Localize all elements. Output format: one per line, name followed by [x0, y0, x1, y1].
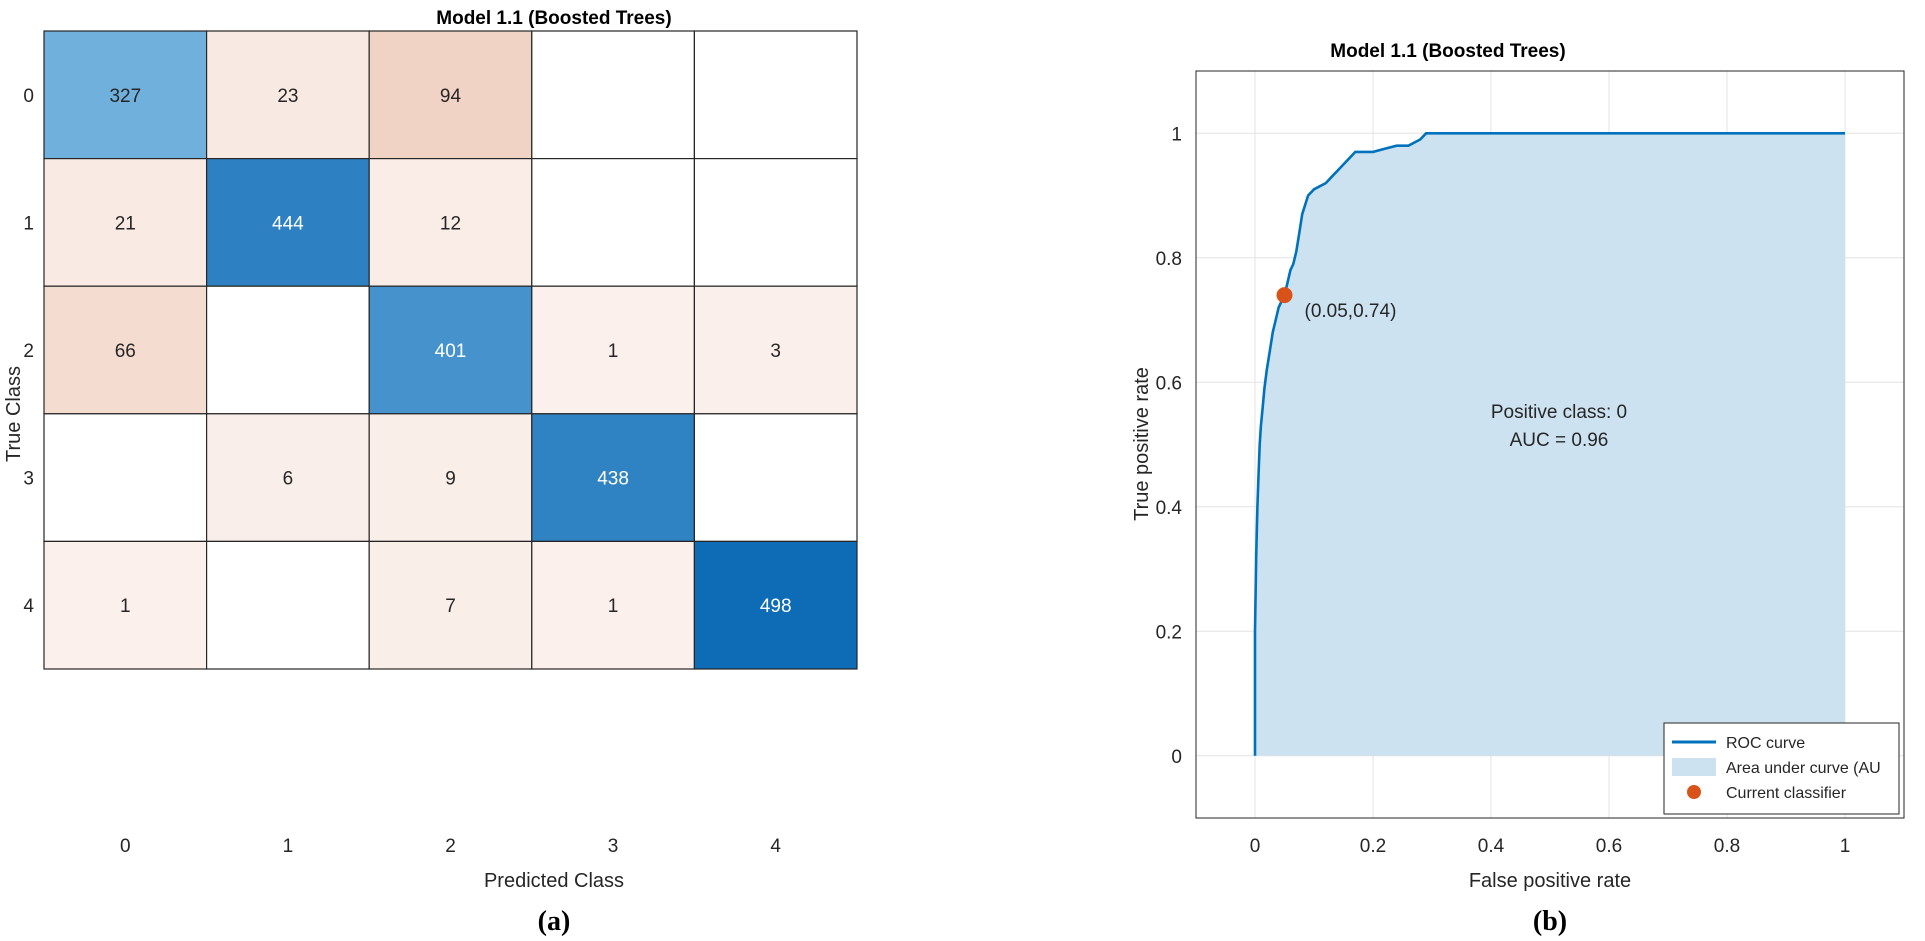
cm-cell-0-4: [693, 30, 858, 160]
cm-cell-4-0: [43, 540, 208, 670]
roc-axes-box: [1195, 70, 1905, 819]
cm-y-tick-labels: 0 1 2 3 4: [23, 86, 34, 617]
roc-x-tick-label: 1: [1840, 836, 1851, 857]
cm-y-tick-label: 2: [23, 341, 34, 362]
cm-cell-value: 21: [115, 213, 136, 234]
roc-y-tick-label: 0.6: [1156, 373, 1182, 394]
cm-cell-4-3: [531, 540, 695, 670]
positive-class-annotation: Positive class: 0: [1491, 402, 1627, 423]
cm-cell-value: 438: [597, 469, 629, 490]
roc-x-tick-label: 0.4: [1478, 836, 1505, 857]
cm-title: Model 1.1 (Boosted Trees): [436, 8, 671, 29]
cm-cell-value: 444: [272, 213, 304, 234]
cm-y-tick-label: 1: [23, 213, 34, 234]
legend-classifier-label: Current classifier: [1726, 785, 1847, 802]
cm-cell-value: 66: [115, 341, 136, 362]
cm-cell-2-1: [206, 285, 370, 415]
cm-x-tick-label: 3: [608, 836, 619, 857]
cm-x-tick-labels: 0 1 2 3 4: [120, 836, 781, 857]
roc-x-tick-label: 0.2: [1360, 836, 1386, 857]
cm-cell-4-2: [368, 540, 533, 670]
cm-cell-value: 401: [435, 341, 467, 362]
cm-cell-value: 1: [608, 596, 619, 617]
cm-y-tick-label: 4: [23, 596, 34, 617]
roc-y-tick-label: 0.4: [1156, 498, 1183, 519]
roc-legend: ROC curve Area under curve (AU Current c…: [1663, 722, 1900, 815]
roc-x-tick-label: 0.8: [1714, 836, 1740, 857]
cm-cell-4-1: [206, 540, 370, 670]
legend-classifier-swatch: [1687, 785, 1701, 799]
cm-cell-value: 94: [440, 86, 462, 107]
cm-x-tick-label: 2: [445, 836, 456, 857]
cm-cell-value: 3: [770, 341, 781, 362]
current-classifier-point: [1276, 287, 1293, 304]
cm-cell-3-3: [531, 413, 695, 542]
cm-cell-0-1: [206, 30, 370, 160]
cm-cells: 327 23 94 21 444 12 66 401 1 3 6 9 438 1 7 1 498: [43, 30, 858, 670]
cm-cell-2-4: [693, 285, 858, 415]
cm-cell-value: 7: [445, 596, 456, 617]
cm-cell-3-0: [43, 413, 208, 542]
cm-cell-0-2: [368, 30, 533, 160]
legend-area-label: Area under curve (AU: [1726, 760, 1881, 777]
cm-cell-value: 23: [277, 86, 298, 107]
cm-x-axis-label: Predicted Class: [484, 870, 624, 892]
cm-cell-4-4: [693, 540, 858, 670]
cm-cell-1-2: [368, 158, 533, 287]
cm-cell-3-4: [693, 413, 858, 542]
cm-cell-1-4: [693, 158, 858, 287]
roc-y-tick-label: 0: [1171, 747, 1182, 768]
panel-label-a: (a): [538, 906, 571, 937]
legend-roc-label: ROC curve: [1726, 735, 1805, 752]
cm-y-tick-label: 0: [23, 86, 34, 107]
cm-cell-0-0: [43, 30, 208, 160]
legend-area-swatch: [1672, 758, 1716, 776]
roc-y-tick-label: 0.2: [1156, 622, 1182, 643]
cm-cell-value: 1: [120, 596, 131, 617]
roc-x-tick-label: 0.6: [1596, 836, 1622, 857]
cm-cell-value: 9: [445, 469, 456, 490]
roc-title: Model 1.1 (Boosted Trees): [1330, 41, 1565, 62]
cm-cell-1-3: [531, 158, 695, 287]
roc-x-axis-label: False positive rate: [1469, 870, 1631, 892]
cm-y-axis-label: True Class: [3, 366, 25, 462]
roc-y-tick-labels: 0 0.2 0.4 0.6 0.8 1: [1156, 124, 1183, 768]
auc-annotation: AUC = 0.96: [1510, 430, 1609, 451]
roc-x-tick-label: 0: [1250, 836, 1261, 857]
cm-cell-3-2: [368, 413, 533, 542]
cm-cell-1-0: [43, 158, 208, 287]
roc-y-tick-label: 1: [1171, 124, 1182, 145]
current-classifier-label: (0.05,0.74): [1305, 301, 1397, 322]
roc-y-axis-label: True positive rate: [1131, 367, 1153, 521]
cm-x-tick-label: 0: [120, 836, 131, 857]
cm-cell-1-1: [206, 158, 370, 287]
cm-cell-value: 498: [760, 596, 792, 617]
cm-x-tick-label: 4: [770, 836, 781, 857]
cm-cell-value: 12: [440, 213, 461, 234]
roc-area-under-curve: [1255, 133, 1845, 756]
roc-y-tick-label: 0.8: [1156, 249, 1182, 270]
cm-x-tick-label: 1: [283, 836, 294, 857]
cm-cell-2-2: [368, 285, 533, 415]
roc-chart: Model 1.1 (Boosted Trees) (0.05,0.74) Po…: [1131, 41, 1905, 937]
cm-cell-value: 1: [608, 341, 619, 362]
roc-x-tick-labels: 0 0.2 0.4 0.6 0.8 1: [1250, 836, 1851, 857]
cm-y-tick-label: 3: [23, 469, 34, 490]
cm-cell-0-3: [531, 30, 695, 160]
cm-cell-value: 327: [109, 86, 141, 107]
roc-curve-line: [1253, 132, 1845, 756]
panel-label-b: (b): [1533, 906, 1567, 937]
cm-cell-value: 6: [283, 469, 294, 490]
